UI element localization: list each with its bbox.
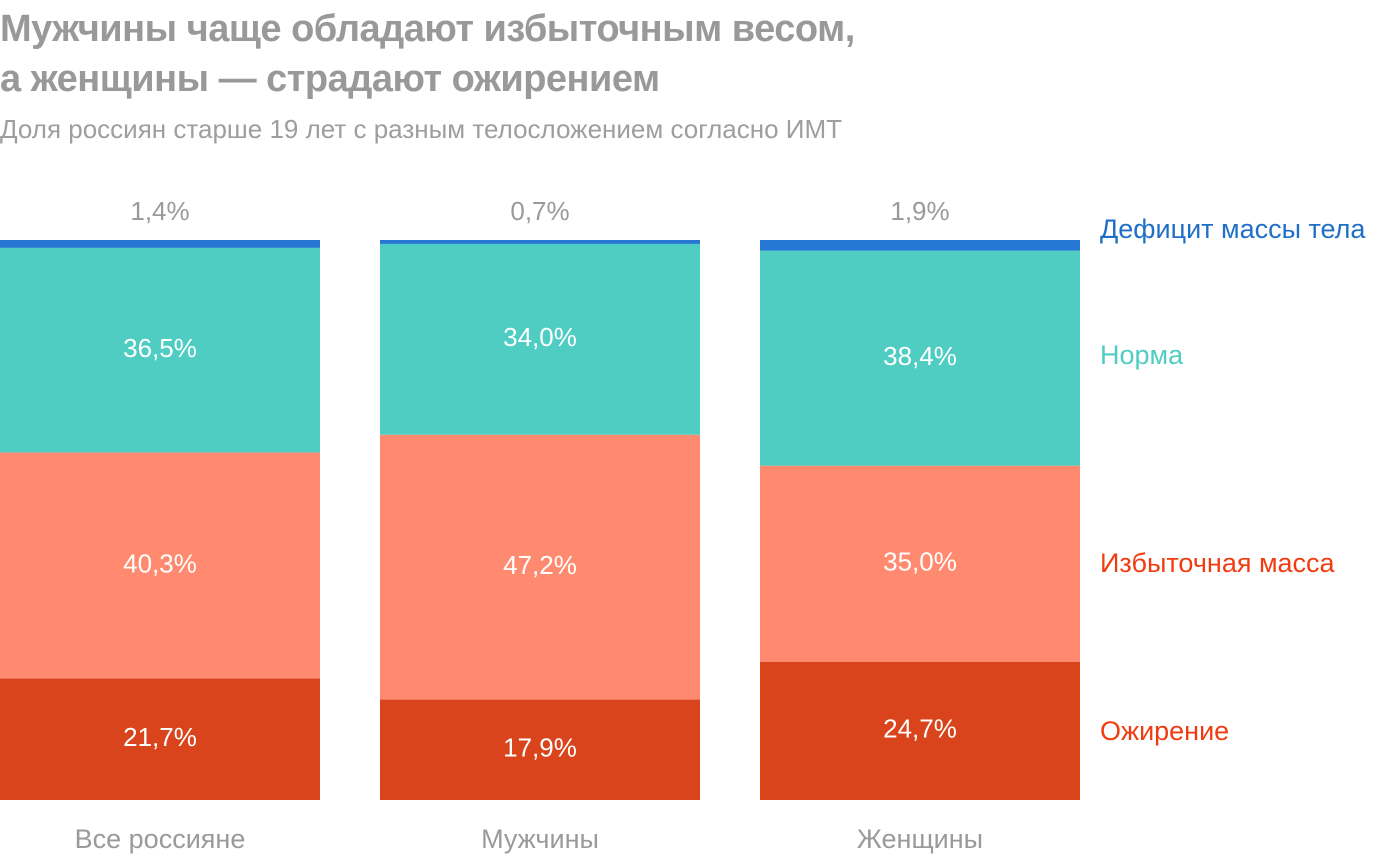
data-label-2-3: 24,7% [883, 714, 957, 744]
data-label-2-1: 38,4% [883, 341, 957, 371]
chart-title: Мужчины чаще обладают избыточным весом, … [0, 4, 855, 104]
bar-segment-1-2 [380, 434, 700, 700]
bar-segment-2-2 [760, 465, 1080, 662]
bar-segment-2-3 [760, 661, 1080, 800]
bar-segment-1-1 [380, 243, 700, 435]
chart-title-line-2: а женщины — страдают ожирением [0, 58, 660, 100]
category-label-1: Мужчины [481, 824, 599, 854]
category-label-0: Все россияне [75, 824, 246, 854]
data-label-1-3: 17,9% [503, 733, 577, 763]
data-label-1-2: 47,2% [503, 550, 577, 580]
bar-segment-1-3 [380, 699, 700, 800]
legend-label-3: Ожирение [1100, 716, 1229, 746]
legend-label-0: Дефицит массы тела [1100, 214, 1366, 244]
bar-segment-2-1 [760, 250, 1080, 466]
bar-segment-0-1 [0, 247, 320, 453]
bar-segment-0-0 [0, 240, 320, 248]
bar-segment-2-0 [760, 240, 1080, 251]
data-label-2-2: 35,0% [883, 547, 957, 577]
data-label-0-2: 40,3% [123, 548, 197, 578]
bar-segment-1-0 [380, 240, 700, 244]
chart-title-line-1: Мужчины чаще обладают избыточным весом, [0, 8, 855, 50]
data-label-0-1: 36,5% [123, 333, 197, 363]
data-label-2-0: 1,9% [890, 196, 949, 226]
data-label-0-0: 1,4% [130, 196, 189, 226]
data-label-1-1: 34,0% [503, 322, 577, 352]
bar-segment-0-3 [0, 678, 320, 800]
data-label-0-3: 21,7% [123, 722, 197, 752]
legend-label-2: Избыточная масса [1100, 548, 1336, 578]
bar-segment-0-2 [0, 452, 320, 679]
category-label-2: Женщины [857, 824, 983, 854]
data-label-1-0: 0,7% [510, 196, 569, 226]
legend-label-1: Норма [1100, 340, 1184, 370]
chart-subtitle: Доля россиян старше 19 лет с разным тело… [0, 114, 843, 144]
